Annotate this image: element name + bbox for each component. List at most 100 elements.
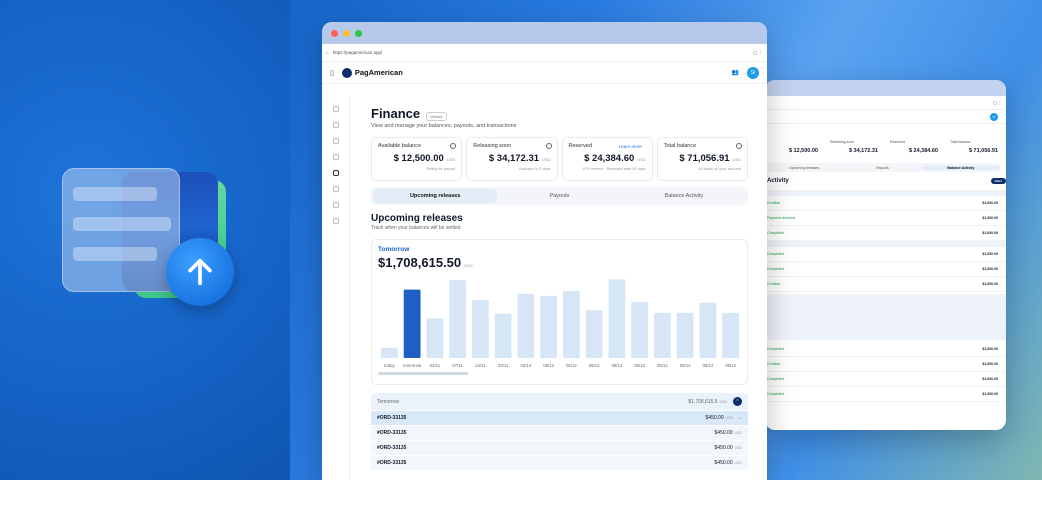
- table-row[interactable]: #ORD-33135 $450.00 USD: [371, 441, 748, 456]
- chevron-up-icon[interactable]: ⌃: [733, 397, 742, 406]
- chart-bar[interactable]: [722, 312, 740, 358]
- chart-bar[interactable]: [449, 280, 467, 358]
- tab-upcoming-releases[interactable]: Upcoming releases: [789, 165, 820, 170]
- stat-card-releasing: Releasing soon $ 34,172.31 USD Available …: [466, 137, 558, 181]
- releases-chart-card: Tomorrow $1,708,615.50 USD today tomorrow 0…: [371, 239, 748, 385]
- sidebar-item-icon[interactable]: [332, 202, 339, 208]
- secondary-stat: Releasing soon $ 34,172.31: [827, 140, 884, 158]
- tab-balance-activity[interactable]: Balance Activity: [664, 193, 704, 199]
- section-subtitle: Track when your balances will be settled: [371, 225, 461, 231]
- info-icon[interactable]: [545, 143, 552, 149]
- table-group-header[interactable]: Tomorrow $1,708,615.5 USD ⌃: [371, 393, 748, 411]
- table-row[interactable]: #ORD-33135 $450.00 USD: [371, 456, 748, 471]
- releases-table: Tomorrow $1,708,615.5 USD ⌃ #ORD-33135 $4…: [371, 393, 748, 471]
- avatar[interactable]: SI: [747, 66, 759, 79]
- tab-upcoming-releases[interactable]: Upcoming releases: [373, 189, 498, 203]
- tab-balance-activity[interactable]: Balance Activity: [921, 165, 1000, 170]
- chart-tick-label: 05/12: [589, 363, 600, 368]
- list-item[interactable]: Completed $1,000.00: [765, 247, 1006, 262]
- finance-content: Finance Vendor View and manage your bala…: [371, 106, 748, 471]
- card-line: [73, 187, 157, 201]
- list-item[interactable]: Completed $1,000.00: [765, 342, 1006, 357]
- chart-bar[interactable]: [608, 279, 626, 358]
- sidebar-item-icon[interactable]: [332, 106, 339, 112]
- filter-button[interactable]: Filter: [990, 178, 1006, 184]
- sidebar-item-icon[interactable]: [332, 218, 339, 224]
- chart-bar[interactable]: [517, 293, 535, 358]
- chart-bar[interactable]: [540, 295, 558, 358]
- avatar[interactable]: SI: [990, 112, 998, 121]
- chart-bar[interactable]: [471, 299, 489, 358]
- chart-tick-label: 14/11: [475, 363, 486, 368]
- learn-more-link[interactable]: Learn more: [618, 144, 642, 149]
- info-icon[interactable]: [450, 143, 457, 149]
- sidebar-item-icon[interactable]: [332, 138, 339, 144]
- stat-label: Available balance: [378, 143, 422, 149]
- main-browser-window: ⌂ https://pagamerican.app/ ▢ ⋮ ▯ PagAmer…: [322, 22, 767, 480]
- chart-bar[interactable]: [380, 347, 398, 358]
- chart-bar[interactable]: [631, 301, 649, 358]
- tab-payouts[interactable]: Payouts: [876, 165, 889, 170]
- finance-tabs: Upcoming releases Payouts Balance Activi…: [371, 187, 748, 205]
- url-text[interactable]: https://pagamerican.app/: [332, 50, 383, 55]
- list-item[interactable]: Completed $1,000.00: [765, 387, 1006, 402]
- secondary-tabs: Upcoming releases Payouts Balance Activi…: [765, 163, 1000, 172]
- list-item[interactable]: Credited $1,000.00: [765, 357, 1006, 372]
- list-item[interactable]: Credited $1,000.00: [765, 277, 1006, 292]
- chart-bar[interactable]: [699, 302, 717, 358]
- chart-tick-label: today: [384, 363, 395, 368]
- stat-value: $ 24,384.60 USD: [584, 153, 646, 164]
- address-bar[interactable]: ▢ ⋮: [765, 96, 1006, 110]
- chart-bar[interactable]: [653, 312, 671, 358]
- chart-tick-label: 05/12: [543, 363, 554, 368]
- maximize-dot[interactable]: [355, 29, 362, 37]
- section-title: Upcoming releases: [371, 213, 463, 224]
- chart-tick-label: 07/11: [452, 363, 463, 368]
- table-row[interactable]: #ORD-33135 $450.00 USD: [371, 426, 748, 441]
- chart-tick-label: 05/12: [634, 363, 645, 368]
- list-item[interactable]: Payment received $1,000.00: [765, 211, 1006, 226]
- stat-label: Releasing soon: [473, 143, 512, 149]
- list-item[interactable]: Completed $1,000.00: [765, 226, 1006, 241]
- chart-tick-label: 05/12: [566, 363, 577, 368]
- address-bar[interactable]: ⌂ https://pagamerican.app/ ▢ ⋮: [322, 44, 767, 62]
- chart-bar[interactable]: [585, 310, 603, 358]
- chart-bar[interactable]: [494, 313, 512, 358]
- chart-tick-label: tomorrow: [403, 363, 422, 368]
- minimize-dot[interactable]: [343, 29, 350, 37]
- sidebar-item-icon[interactable]: [332, 154, 339, 160]
- secondary-topbar: SI: [765, 110, 1006, 124]
- sidebar-item-icon[interactable]: [332, 122, 339, 128]
- group-amount: $1,708,615.5 USD: [688, 398, 727, 405]
- table-row[interactable]: #ORD-33135 $450.00 USD →: [371, 411, 748, 426]
- info-icon[interactable]: [736, 143, 742, 149]
- home-icon[interactable]: ⌂: [326, 50, 329, 55]
- stat-value: $ 34,172.31 USD: [488, 153, 551, 164]
- stat-value: $ 12,500.00 USD: [393, 153, 456, 164]
- chart-bar[interactable]: [676, 312, 694, 358]
- tab-payouts[interactable]: Payouts: [549, 193, 570, 199]
- title-row: Finance Vendor: [371, 106, 748, 121]
- arrow-right-icon[interactable]: →: [737, 415, 742, 421]
- chart-bar[interactable]: [562, 291, 580, 358]
- stat-value: $ 12,500.00: [788, 148, 818, 154]
- secondary-stat: Reserved $ 24,384.60: [887, 140, 944, 158]
- page-title: Finance: [371, 106, 421, 121]
- sidebar-toggle-icon[interactable]: ▯: [330, 69, 334, 77]
- users-icon[interactable]: 👥: [731, 70, 739, 76]
- list-item[interactable]: Completed $1,000.00: [765, 262, 1006, 277]
- stat-note: Available in 5 days: [518, 167, 551, 171]
- close-dot[interactable]: [331, 29, 338, 37]
- list-item[interactable]: Credited $1,000.00: [765, 196, 1006, 211]
- sidebar-item-icon[interactable]: [332, 186, 339, 192]
- stat-label: Releasing soon: [830, 140, 855, 144]
- sidebar-item-icon[interactable]: [332, 170, 339, 176]
- card-front: [62, 168, 180, 292]
- list-item[interactable]: Completed $1,000.00: [765, 372, 1006, 387]
- group-label: Tomorrow: [377, 398, 399, 405]
- chart-bar[interactable]: [426, 318, 444, 358]
- secondary-stat: $ 12,500.00: [767, 140, 824, 158]
- menu-icon[interactable]: ▢ ⋮: [752, 49, 763, 55]
- chart-scrollbar[interactable]: [378, 372, 468, 375]
- chart-bar[interactable]: [403, 289, 421, 358]
